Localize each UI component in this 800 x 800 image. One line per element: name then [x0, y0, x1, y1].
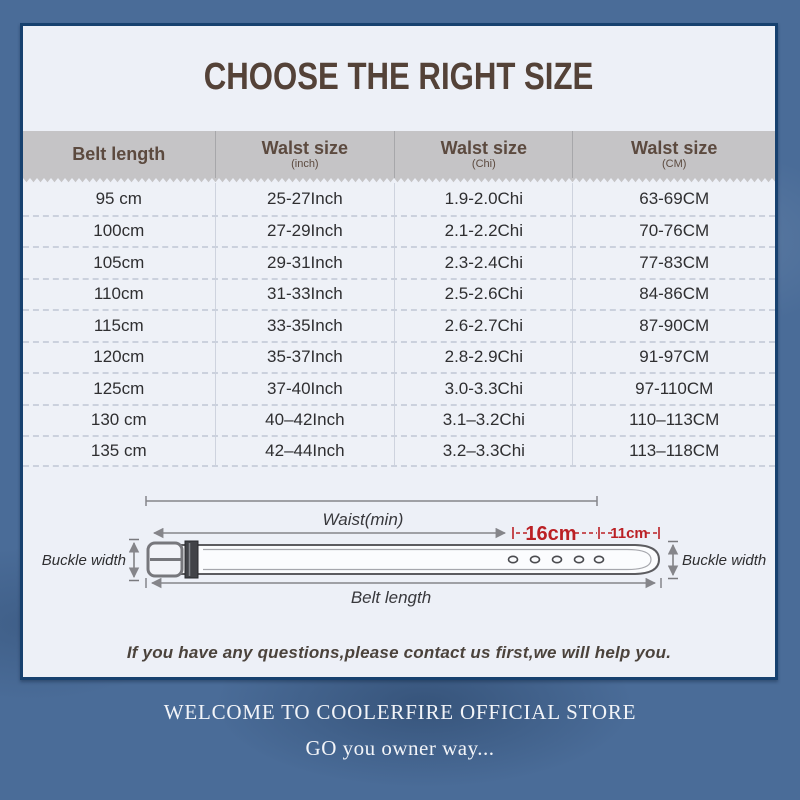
- table-row: 130 cm 40–42Inch 3.1–3.2Chi 110–113CM: [23, 403, 775, 435]
- table-cell: 31-33Inch: [216, 279, 396, 309]
- belt-size-diagram: Waist(min) 16cm 11cm: [42, 496, 766, 607]
- table-cell: 87-90CM: [639, 315, 710, 335]
- table-cell: 3.2–3.3Chi: [395, 437, 574, 465]
- table-cell: 29-31Inch: [216, 248, 396, 278]
- table-cell: 2.3-2.4Chi: [395, 248, 574, 278]
- table-header-row: Belt length Walst size (inch) Walst size…: [23, 131, 775, 178]
- page-title: CHOOSE THE RIGHT SIZE: [204, 56, 594, 98]
- column-header-waist-cm: Walst size (CM): [573, 131, 775, 178]
- column-header-unit: (CM): [661, 157, 687, 170]
- buckle-width-arrow-left: [128, 538, 140, 582]
- tail-measure-11cm-label: 11cm: [610, 525, 648, 542]
- table-row: 115cm 33-35Inch 2.6-2.7Chi 87-90CM: [23, 309, 775, 341]
- tail-measure-segments: [512, 527, 660, 539]
- table-cell: 91-97CM: [639, 347, 710, 367]
- waist-measure-line: [145, 496, 598, 506]
- belt-length-label: Belt length: [351, 588, 431, 607]
- table-row: 135 cm 42–44Inch 3.2–3.3Chi 113–118CM: [23, 435, 775, 467]
- table-cell: 125cm: [23, 374, 216, 404]
- belt-holes: [507, 555, 605, 564]
- belt-strap: [178, 544, 661, 575]
- buckle-width-label-left: Buckle width: [42, 552, 126, 569]
- table-cell: 113–118CM: [629, 440, 720, 460]
- table-cell: 70-76CM: [639, 221, 710, 241]
- table-row: 125cm 37-40Inch 3.0-3.3Chi 97-110CM: [23, 372, 775, 404]
- column-header-label: Walst size: [440, 137, 528, 158]
- column-header-label: Belt length: [72, 144, 166, 165]
- table-cell: 42–44Inch: [216, 437, 396, 465]
- column-header-label: Walst size: [261, 137, 349, 158]
- table-cell: 27-29Inch: [216, 216, 396, 246]
- tail-measure-16cm-label: 16cm: [525, 523, 576, 545]
- size-chart-card: CHOOSE THE RIGHT SIZE Belt length Walst …: [20, 23, 778, 680]
- buckle-width-arrow-right: [667, 540, 679, 580]
- table-cell: 110cm: [23, 279, 216, 309]
- table-cell: 2.8-2.9Chi: [395, 342, 574, 372]
- store-welcome-text: WELCOME TO COOLERFIRE OFFICIAL STORE: [163, 700, 637, 724]
- table-cell: 95 cm: [23, 183, 216, 215]
- table-cell: 33-35Inch: [216, 311, 396, 341]
- table-cell: 130 cm: [23, 405, 216, 435]
- table-cell: 120cm: [23, 342, 216, 372]
- table-cell: 115cm: [23, 311, 216, 341]
- buckle-width-label-right: Buckle width: [682, 552, 766, 569]
- table-cell: 63-69CM: [639, 188, 710, 208]
- table-cell: 3.0-3.3Chi: [395, 374, 574, 404]
- column-header-unit: (Chi): [471, 157, 496, 170]
- column-header-unit: (inch): [291, 157, 319, 170]
- belt-length-line: [145, 577, 662, 589]
- contact-note: If you have any questions,please contact…: [126, 643, 672, 662]
- belt-keeper: [184, 540, 199, 579]
- table-cell: 37-40Inch: [216, 374, 396, 404]
- table-row: 110cm 31-33Inch 2.5-2.6Chi 84-86CM: [23, 277, 775, 309]
- table-cell: 2.6-2.7Chi: [395, 311, 574, 341]
- torn-edge: [23, 178, 775, 183]
- table-cell: 77-83CM: [639, 252, 710, 272]
- strap-stitch-tip: [626, 548, 652, 571]
- table-cell: 97-110CM: [635, 378, 714, 398]
- waist-label: Waist(min): [323, 510, 404, 529]
- table-cell: 105cm: [23, 248, 216, 278]
- column-header-label: Walst size: [631, 137, 718, 158]
- table-cell: 135 cm: [23, 437, 216, 465]
- column-header-waist-inch: Walst size (inch): [216, 131, 396, 178]
- table-row: 105cm 29-31Inch 2.3-2.4Chi 77-83CM: [23, 246, 775, 278]
- table-cell: 40–42Inch: [216, 405, 396, 435]
- table-cell: 3.1–3.2Chi: [395, 405, 574, 435]
- table-row: 100cm 27-29Inch 2.1-2.2Chi 70-76CM: [23, 214, 775, 246]
- table-cell: 110–113CM: [629, 410, 720, 430]
- table-cell: 2.1-2.2Chi: [395, 216, 574, 246]
- table-cell: 25-27Inch: [216, 183, 396, 215]
- table-cell: 35-37Inch: [216, 342, 396, 372]
- table-cell: 2.5-2.6Chi: [395, 279, 574, 309]
- table-body: 95 cm 25-27Inch 1.9-2.0Chi 63-69CM 100cm 27-…: [23, 183, 775, 467]
- column-header-waist-chi: Walst size (Chi): [395, 131, 574, 178]
- table-cell: 84-86CM: [639, 284, 710, 304]
- size-table: Belt length Walst size (inch) Walst size…: [23, 131, 775, 467]
- store-slogan-text: GO you owner way...: [305, 736, 495, 760]
- table-cell: 100cm: [23, 216, 216, 246]
- belt-illustration: [146, 540, 661, 579]
- table-cell: 1.9-2.0Chi: [395, 183, 574, 215]
- table-row: 120cm 35-37Inch 2.8-2.9Chi 91-97CM: [23, 340, 775, 372]
- table-row: 95 cm 25-27Inch 1.9-2.0Chi 63-69CM: [23, 183, 775, 215]
- column-header-belt-length: Belt length: [23, 131, 216, 178]
